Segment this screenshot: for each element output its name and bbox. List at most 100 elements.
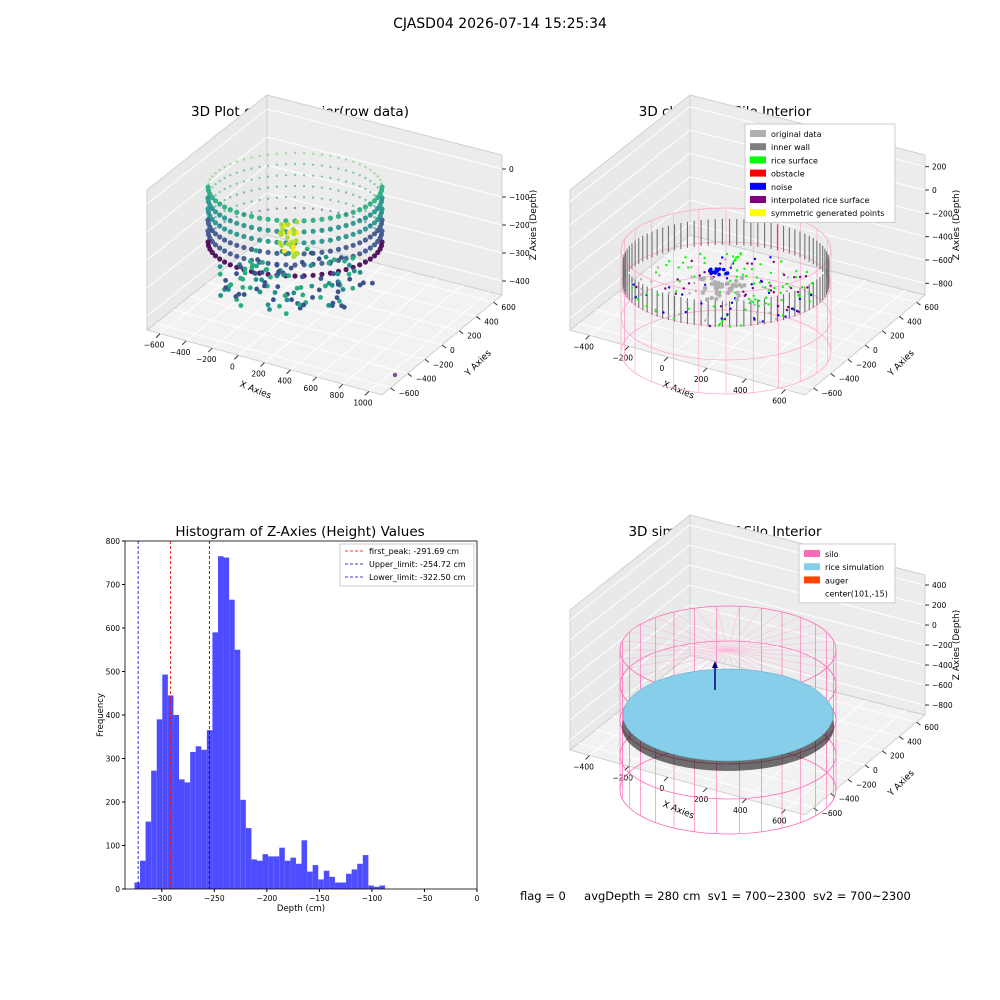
y-tick-label: 800 [106, 537, 121, 546]
y-tick-label: 0 [873, 766, 878, 775]
data-point [234, 220, 240, 226]
data-point [291, 290, 297, 296]
data-point [233, 294, 239, 299]
histogram-bar [368, 885, 374, 889]
data-point [211, 208, 214, 211]
x-tick-label: −200 [612, 773, 633, 782]
plot4-3d-axes: −400−2000200400600−600−400−2000200400600… [568, 513, 962, 835]
data-point [329, 176, 332, 180]
data-point [714, 267, 719, 271]
grid-line [569, 624, 926, 721]
rice-simulation-surface [622, 668, 834, 762]
data-point [223, 176, 226, 180]
histogram-bar [273, 856, 280, 890]
figure-title: CJASD04 2026-07-14 15:25:34 [393, 16, 607, 32]
data-point [274, 228, 280, 234]
grid-line [578, 742, 814, 809]
data-point [293, 173, 297, 177]
histogram-bar [179, 779, 185, 889]
silo-wire [622, 640, 729, 651]
y-tick-label: 600 [501, 303, 516, 312]
data-point [227, 262, 233, 268]
data-point [788, 285, 791, 289]
data-point [378, 189, 382, 193]
histogram-bar [312, 865, 319, 889]
data-point [687, 266, 690, 269]
y-tick-label: 200 [890, 332, 905, 341]
data-point [339, 303, 344, 309]
data-point [687, 282, 691, 285]
data-point [235, 160, 238, 163]
data-point [238, 303, 244, 308]
legend-label: obstacle [771, 170, 805, 179]
data-point [302, 207, 306, 210]
data-point [248, 213, 255, 219]
data-point [375, 249, 381, 256]
data-point [357, 282, 363, 288]
histogram-title: Histogram of Z-Axies (Height) Values [175, 524, 425, 540]
histogram-bar [318, 879, 324, 889]
data-point [654, 310, 657, 313]
data-point [357, 251, 363, 257]
data-point [708, 324, 712, 328]
data-point [798, 297, 802, 301]
z-tick-label: −200 [932, 209, 953, 218]
y-tick-label: −600 [399, 389, 420, 398]
x-tick-label: −100 [362, 894, 383, 903]
data-point [309, 283, 315, 289]
data-point [207, 182, 210, 185]
histogram-bar [201, 749, 207, 889]
data-point [720, 317, 723, 320]
data-point [208, 189, 212, 193]
data-point [357, 229, 363, 235]
data-point [283, 262, 289, 268]
legend-swatch [804, 550, 820, 557]
data-point [808, 300, 812, 303]
data-point [302, 185, 306, 188]
z-tick-label: 200 [932, 163, 947, 172]
z-tick-label: −800 [932, 701, 953, 710]
data-point [724, 258, 727, 261]
data-point [656, 293, 660, 297]
data-point [320, 153, 324, 156]
data-point [214, 183, 217, 186]
z-tick-label: −300 [509, 249, 530, 258]
z-tick-label: 400 [932, 581, 947, 590]
data-point [242, 169, 246, 172]
data-point [311, 185, 315, 188]
data-point [800, 286, 804, 289]
data-point [752, 282, 756, 285]
data-point [335, 246, 342, 252]
data-point [675, 290, 678, 293]
data-point [764, 286, 767, 289]
x-tick [207, 347, 213, 353]
data-point [258, 176, 261, 180]
data-point [275, 185, 279, 188]
data-point [258, 198, 261, 202]
data-point [703, 256, 706, 260]
data-point [735, 269, 739, 272]
legend-label: symmetric generated points [771, 209, 884, 218]
data-point [713, 285, 718, 290]
data-point [323, 283, 328, 289]
data-point [677, 313, 681, 316]
data-point [327, 237, 333, 243]
data-point [335, 224, 342, 230]
y-tick [441, 344, 447, 349]
data-point [662, 311, 665, 314]
data-point [208, 200, 212, 204]
data-point [275, 163, 279, 166]
data-point [378, 233, 382, 237]
legend-label: rice surface [771, 156, 818, 165]
x-tick-label: −600 [144, 341, 165, 350]
data-point [302, 152, 306, 155]
data-point [211, 197, 214, 200]
histogram-bar [262, 854, 269, 889]
data-point [217, 256, 223, 262]
x-tick-label: 600 [772, 817, 787, 826]
data-point [278, 229, 284, 235]
data-point [258, 187, 261, 191]
data-point [310, 239, 316, 245]
data-point [218, 293, 224, 298]
data-point [797, 310, 800, 313]
